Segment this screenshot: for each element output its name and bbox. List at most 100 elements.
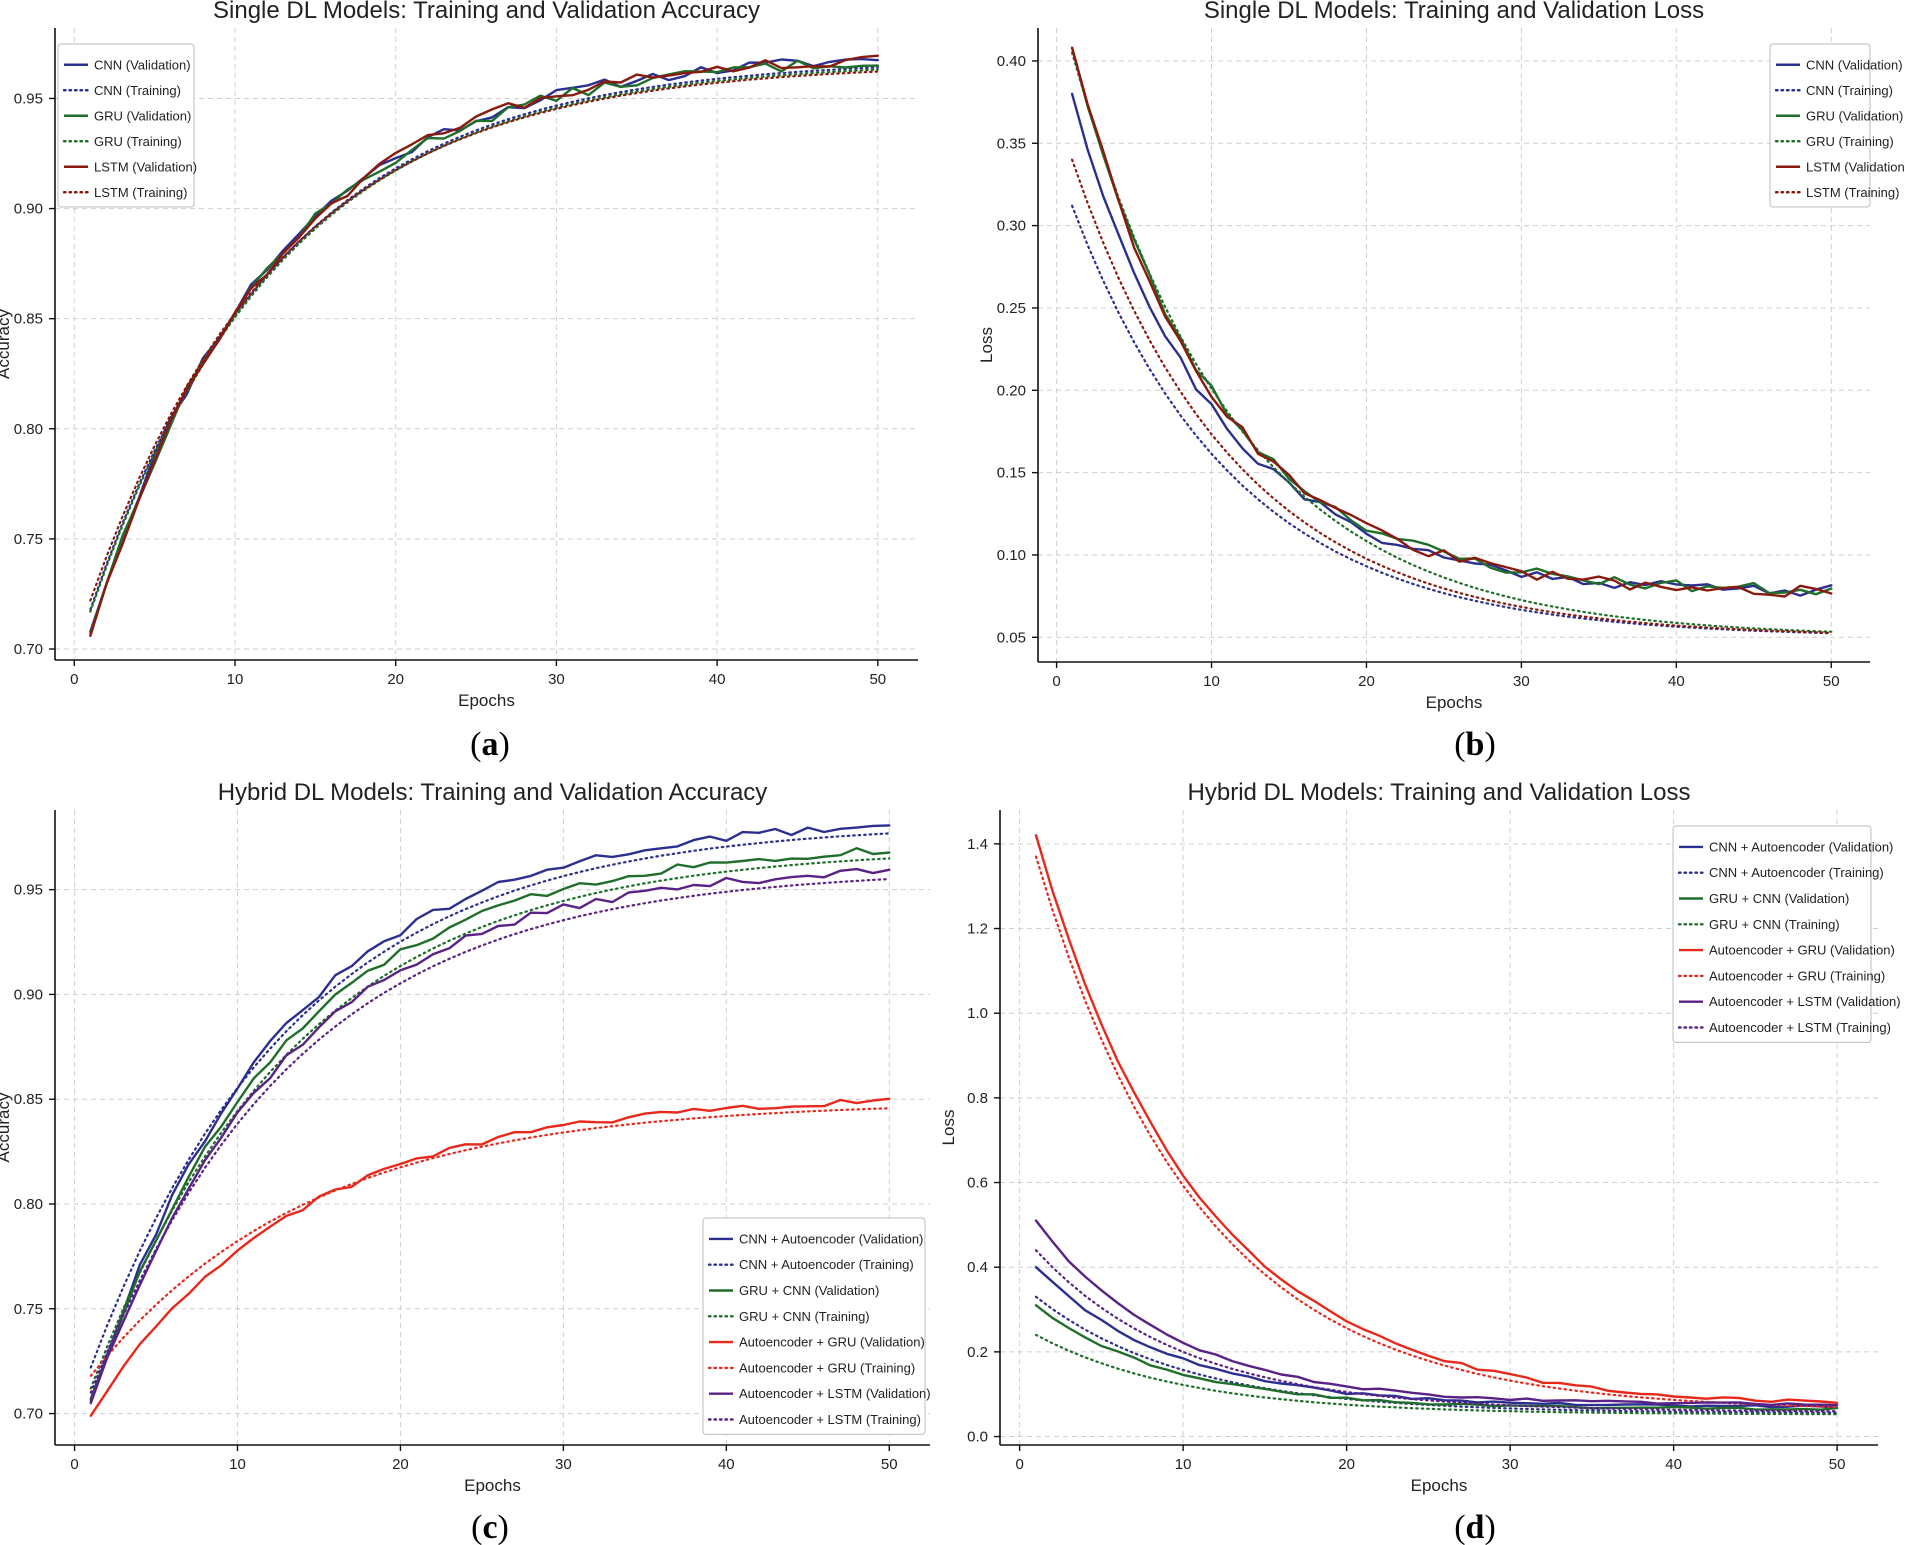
- x-tick-label: 50: [869, 671, 886, 688]
- y-tick-label: 0.8: [967, 1090, 988, 1107]
- series-line-4: [1071, 51, 1833, 633]
- y-tick-label: 0.15: [997, 465, 1026, 482]
- y-tick-label: 0.40: [997, 53, 1026, 70]
- legend-entry: CNN + Autoencoder (Validation): [739, 1231, 923, 1246]
- y-tick-label: 0.35: [997, 135, 1026, 152]
- series-line-2: [1071, 204, 1833, 635]
- legend-entry: GRU (Training): [1806, 134, 1894, 149]
- y-tick-label: 0.70: [14, 1406, 43, 1423]
- legend-entry: Autoencoder + GRU (Training): [1709, 968, 1885, 983]
- chart-b: 0 10 20 30 40 50 0.05 0.10 0.15 0.20 0.25 0.30 0.35 0…: [977, 0, 1905, 763]
- chart-title: Hybrid DL Models: Training and Validatio…: [218, 779, 768, 806]
- x-tick-label: 20: [392, 1456, 409, 1473]
- y-tick-label: 0.80: [14, 421, 43, 438]
- x-tick-label: 50: [881, 1456, 898, 1473]
- series-line-1: [1034, 1266, 1839, 1409]
- legend-entry: Autoencoder + GRU (Validation): [1709, 943, 1895, 958]
- y-tick-label: 0.75: [14, 531, 43, 548]
- legend-box: [57, 43, 195, 208]
- legend-entry: LSTM (Training): [1806, 185, 1899, 200]
- series-line-5: [1070, 46, 1833, 598]
- legend-entry: CNN (Validation): [94, 57, 191, 72]
- series-line-4: [89, 857, 891, 1390]
- series-line-3: [1034, 1304, 1839, 1411]
- x-tick-label: 30: [555, 1456, 572, 1473]
- x-tick-label: 40: [1665, 1456, 1682, 1473]
- legend-entry: CNN (Training): [1806, 83, 1893, 98]
- y-tick-label: 1.4: [967, 836, 988, 853]
- series-line-3: [1070, 46, 1833, 596]
- legend-entry: Autoencoder + LSTM (Training): [1709, 1020, 1891, 1035]
- y-tick-label: 0.6: [967, 1175, 988, 1192]
- chart-title: Single DL Models: Training and Validatio…: [213, 0, 760, 24]
- legend-entry: CNN (Validation): [1806, 57, 1903, 72]
- legend-entry: CNN + Autoencoder (Training): [739, 1257, 914, 1272]
- x-tick-label: 10: [1175, 1456, 1192, 1473]
- legend-entry: Autoencoder + LSTM (Training): [739, 1412, 921, 1427]
- legend-entry: CNN + Autoencoder (Training): [1709, 865, 1884, 880]
- x-tick-label: 30: [548, 671, 565, 688]
- x-tick-label: 50: [1829, 1456, 1846, 1473]
- x-tick-label: 0: [70, 1456, 78, 1473]
- series-line-7: [1034, 1219, 1839, 1407]
- legend-entry: GRU + CNN (Training): [739, 1309, 870, 1324]
- legend-entry: LSTM (Validation): [94, 159, 197, 174]
- legend-entry: CNN (Training): [94, 83, 181, 98]
- y-tick-label: 0.20: [997, 382, 1026, 399]
- x-axis-label: Epochs: [1411, 1476, 1468, 1495]
- x-tick-label: 10: [1203, 673, 1220, 690]
- y-tick-label: 0.95: [14, 882, 43, 899]
- x-axis-label: Epochs: [1426, 693, 1483, 712]
- series-line-4: [1034, 1333, 1839, 1416]
- x-tick-label: 30: [1502, 1456, 1519, 1473]
- panel-caption: (b): [1454, 726, 1496, 763]
- series-line-5: [89, 54, 879, 637]
- legend-entry: GRU (Validation): [94, 108, 191, 123]
- x-tick-label: 40: [1668, 673, 1685, 690]
- y-tick-label: 0.80: [14, 1196, 43, 1213]
- legend-entry: CNN + Autoencoder (Validation): [1709, 839, 1893, 854]
- x-tick-label: 10: [229, 1456, 246, 1473]
- series-line-6: [1071, 158, 1833, 634]
- series-line-1: [89, 57, 879, 633]
- legend-entry: Autoencoder + LSTM (Validation): [1709, 994, 1901, 1009]
- chart-a: 0 10 20 30 40 50 0.70 0.75 0.80 0.85 0.90 0.95 Singl…: [0, 0, 918, 763]
- x-tick-label: 20: [387, 671, 404, 688]
- series-line-5: [1034, 834, 1839, 1404]
- y-tick-label: 0.90: [14, 986, 43, 1003]
- series-line-8: [89, 878, 891, 1394]
- legend-entry: GRU (Training): [94, 134, 182, 149]
- series-line-3: [89, 59, 879, 635]
- y-tick-label: 1.2: [967, 921, 988, 938]
- panel-caption: (c): [471, 1509, 509, 1545]
- series-line-2: [89, 832, 891, 1369]
- y-tick-label: 0.10: [997, 547, 1026, 564]
- y-tick-label: 0.85: [14, 311, 43, 328]
- y-tick-label: 0.85: [14, 1091, 43, 1108]
- y-tick-label: 0.2: [967, 1344, 988, 1361]
- y-axis-label: Loss: [977, 327, 996, 363]
- series-line-1: [1070, 92, 1833, 597]
- x-tick-label: 40: [709, 671, 726, 688]
- series-line-1: [89, 824, 891, 1401]
- x-axis-label: Epochs: [458, 691, 515, 710]
- x-tick-label: 30: [1513, 673, 1530, 690]
- series-line-2: [89, 66, 879, 611]
- legend-box: [1672, 825, 1872, 1043]
- series-line-4: [89, 68, 879, 613]
- panel-caption: (a): [470, 726, 510, 763]
- x-tick-label: 0: [1052, 673, 1060, 690]
- legend-entry: GRU + CNN (Validation): [1709, 891, 1849, 906]
- x-axis-label: Epochs: [464, 1476, 521, 1495]
- y-axis-label: Accuracy: [0, 309, 13, 379]
- x-tick-label: 0: [70, 671, 78, 688]
- chart-d: 0 10 20 30 40 50 0.0 0.2 0.4 0.6 0.8 1.0 1.2 1.4 Hybri…: [939, 779, 1901, 1545]
- legend-entry: GRU + CNN (Validation): [739, 1283, 879, 1298]
- series-line-6: [89, 1107, 891, 1377]
- series-line-2: [1034, 1295, 1839, 1414]
- y-axis-label: Loss: [939, 1110, 958, 1146]
- legend-entry: LSTM (Validation): [1806, 159, 1905, 174]
- legend-entry: GRU + CNN (Training): [1709, 917, 1840, 932]
